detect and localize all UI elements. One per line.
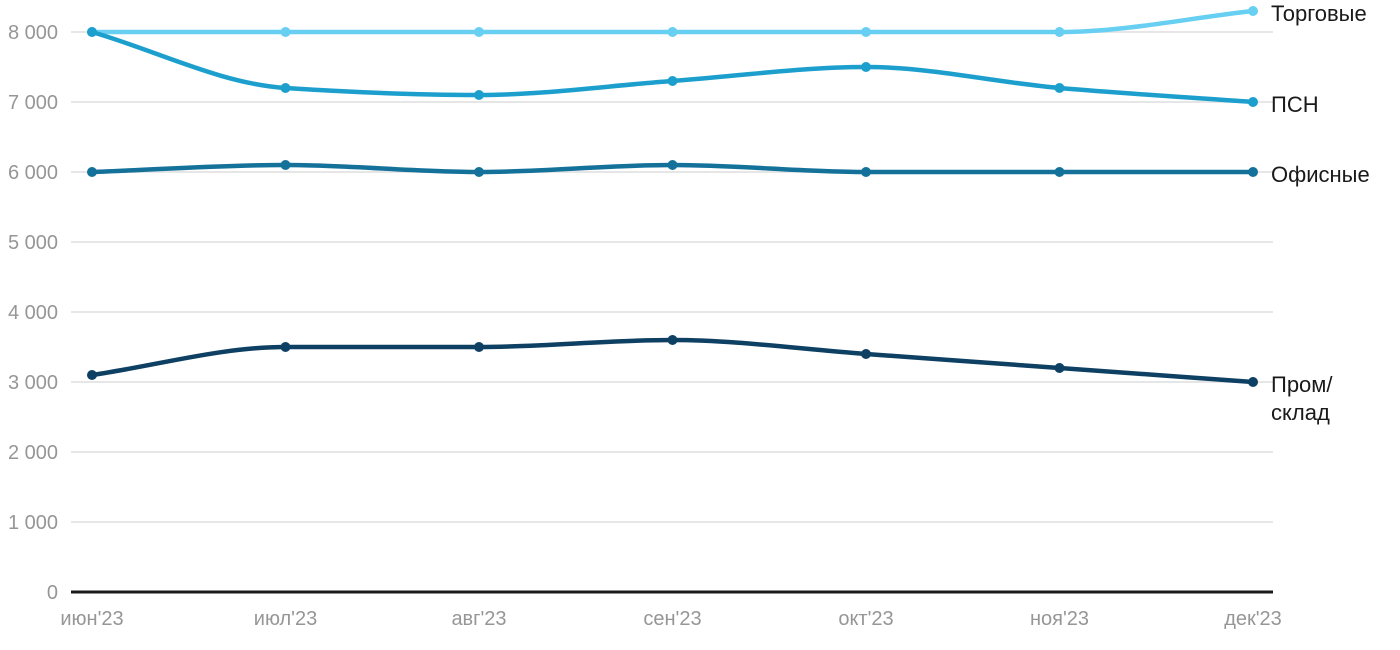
data-point <box>667 27 678 37</box>
legend-label: Торговые <box>1271 1 1367 26</box>
data-point <box>1054 167 1065 177</box>
data-point <box>861 167 871 177</box>
x-axis-label: июн'23 <box>60 608 123 630</box>
x-axis-label: сен'23 <box>643 608 701 630</box>
x-axis-label: дек'23 <box>1224 608 1282 630</box>
x-axis-label: ноя'23 <box>1030 608 1089 630</box>
series-3 <box>87 160 1258 177</box>
y-axis-label: 8 000 <box>8 22 58 44</box>
data-point <box>667 335 678 345</box>
data-point <box>1248 377 1258 387</box>
series-line <box>89 29 1256 105</box>
data-point <box>87 27 97 37</box>
y-axis-label: 6 000 <box>8 162 58 184</box>
data-point <box>667 76 678 86</box>
x-axis-label: авг'23 <box>451 608 506 630</box>
data-point <box>87 167 97 177</box>
data-point <box>280 27 291 37</box>
series-2 <box>87 27 1258 107</box>
y-axis-label: 4 000 <box>8 302 58 324</box>
data-point <box>861 27 871 37</box>
y-axis-label: 3 000 <box>8 372 58 394</box>
data-point <box>280 83 291 93</box>
y-axis-label: 2 000 <box>8 442 58 464</box>
data-point <box>474 27 484 37</box>
data-point <box>474 342 484 352</box>
data-point <box>1248 167 1258 177</box>
legend-label: Офисные <box>1271 162 1370 187</box>
data-point <box>474 90 484 100</box>
data-point <box>474 167 484 177</box>
y-axis-label: 0 <box>47 582 58 604</box>
y-axis-label: 1 000 <box>8 512 58 534</box>
y-axis-label: 5 000 <box>8 232 58 254</box>
data-point <box>667 160 678 170</box>
data-point <box>280 342 291 352</box>
data-point <box>1248 6 1258 16</box>
x-axis-label: июл'23 <box>254 608 317 630</box>
data-point <box>1054 27 1065 37</box>
data-point <box>861 349 871 359</box>
series-4 <box>87 335 1258 387</box>
legend-label: Пром/ склад <box>1271 372 1333 425</box>
data-point <box>1054 363 1065 373</box>
series-1 <box>87 6 1258 37</box>
x-axis-label: окт'23 <box>838 608 893 630</box>
data-point <box>1248 97 1258 107</box>
data-point <box>87 370 97 380</box>
legend-label: ПСН <box>1271 92 1319 117</box>
data-point <box>861 62 871 72</box>
y-axis-label: 7 000 <box>8 92 58 114</box>
data-point <box>1054 83 1065 93</box>
data-point <box>280 160 291 170</box>
series-line <box>89 337 1256 385</box>
